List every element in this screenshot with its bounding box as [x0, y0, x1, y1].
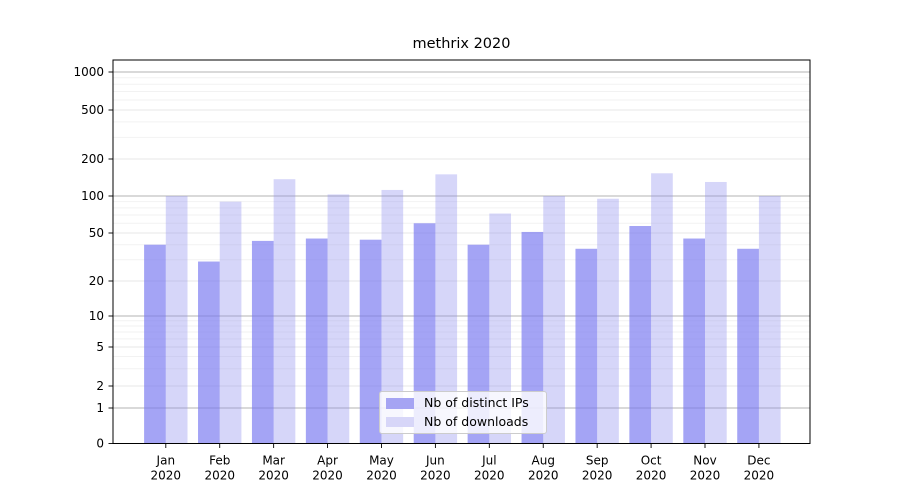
- bar-downloads-jun: [435, 174, 458, 444]
- chart-title: methrix 2020: [412, 36, 511, 52]
- x-tick-label-year: 2020: [312, 469, 343, 483]
- y-tick-label: 0: [96, 437, 104, 451]
- legend-label-distinct-ips: Nb of distinct IPs: [424, 395, 529, 410]
- x-tick-label-month: Aug: [532, 454, 555, 468]
- x-tick-label-year: 2020: [204, 469, 235, 483]
- bar-downloads-nov: [705, 181, 727, 444]
- bar-downloads-mar: [273, 179, 296, 444]
- x-tick-label-month: Sep: [586, 454, 609, 468]
- bar-distinct-ips-aug: [521, 231, 544, 444]
- x-tick-label-month: Feb: [209, 454, 230, 468]
- bar-downloads-dec: [758, 196, 781, 444]
- legend-item-distinct-ips: Nb of distinct IPs: [386, 395, 540, 410]
- bar-downloads-feb: [219, 201, 242, 444]
- bar-downloads-aug: [543, 196, 565, 444]
- y-tick-label: 100: [81, 189, 104, 203]
- x-tick-label-month: May: [369, 454, 394, 468]
- x-tick-label-year: 2020: [636, 469, 667, 483]
- legend-label-downloads: Nb of downloads: [424, 413, 529, 429]
- bar-distinct-ips-feb: [198, 261, 220, 444]
- bar-downloads-oct: [651, 173, 673, 444]
- bar-downloads-apr: [327, 194, 350, 444]
- x-tick-label-month: Jan: [156, 454, 176, 468]
- x-tick-label-month: Apr: [317, 454, 338, 468]
- bar-downloads-jan: [165, 196, 188, 444]
- bar-downloads-may: [381, 189, 404, 444]
- legend-swatch-downloads: [386, 416, 414, 427]
- x-tick-label-month: Jun: [425, 454, 445, 468]
- legend-swatch-distinct-ips: [386, 398, 414, 409]
- bar-downloads-sep: [597, 198, 619, 444]
- y-tick-label: 2: [96, 379, 104, 393]
- y-tick-label: 200: [81, 152, 104, 166]
- x-tick-label-month: Jul: [481, 454, 496, 468]
- x-tick-label-month: Dec: [747, 454, 770, 468]
- y-tick-label: 1000: [73, 65, 104, 79]
- x-tick-label-year: 2020: [528, 469, 559, 483]
- y-tick-label: 20: [89, 274, 104, 288]
- bar-distinct-ips-apr: [305, 238, 328, 444]
- bar-distinct-ips-sep: [575, 248, 598, 444]
- bar-distinct-ips-dec: [737, 248, 759, 444]
- legend-item-downloads: Nb of downloads: [386, 413, 540, 429]
- y-tick-label: 5: [96, 340, 104, 354]
- bar-downloads-jul: [489, 213, 512, 444]
- x-tick-label-year: 2020: [690, 469, 721, 483]
- plot-border: [112, 59, 811, 444]
- x-tick-label-year: 2020: [474, 469, 505, 483]
- y-tick-label: 1: [96, 401, 104, 415]
- x-tick-label-year: 2020: [582, 469, 613, 483]
- y-tick-label: 500: [81, 103, 104, 117]
- x-tick-label-month: Nov: [693, 454, 716, 468]
- bar-distinct-ips-may: [359, 239, 382, 444]
- x-tick-label-year: 2020: [366, 469, 397, 483]
- x-tick-label-year: 2020: [258, 469, 289, 483]
- y-tick-label: 50: [89, 226, 104, 240]
- bar-distinct-ips-nov: [683, 238, 705, 444]
- bar-distinct-ips-oct: [629, 226, 652, 444]
- bar-distinct-ips-jun: [413, 223, 436, 444]
- bar-distinct-ips-mar: [251, 240, 274, 444]
- x-tick-label-month: Mar: [262, 454, 285, 468]
- x-tick-label-year: 2020: [744, 469, 775, 483]
- x-tick-label-month: Oct: [641, 454, 662, 468]
- bar-distinct-ips-jan: [144, 244, 166, 444]
- x-tick-label-year: 2020: [420, 469, 451, 483]
- chart-legend: Nb of distinct IPs Nb of downloads: [379, 391, 547, 434]
- y-tick-label: 10: [89, 309, 104, 323]
- x-tick-label-year: 2020: [151, 469, 182, 483]
